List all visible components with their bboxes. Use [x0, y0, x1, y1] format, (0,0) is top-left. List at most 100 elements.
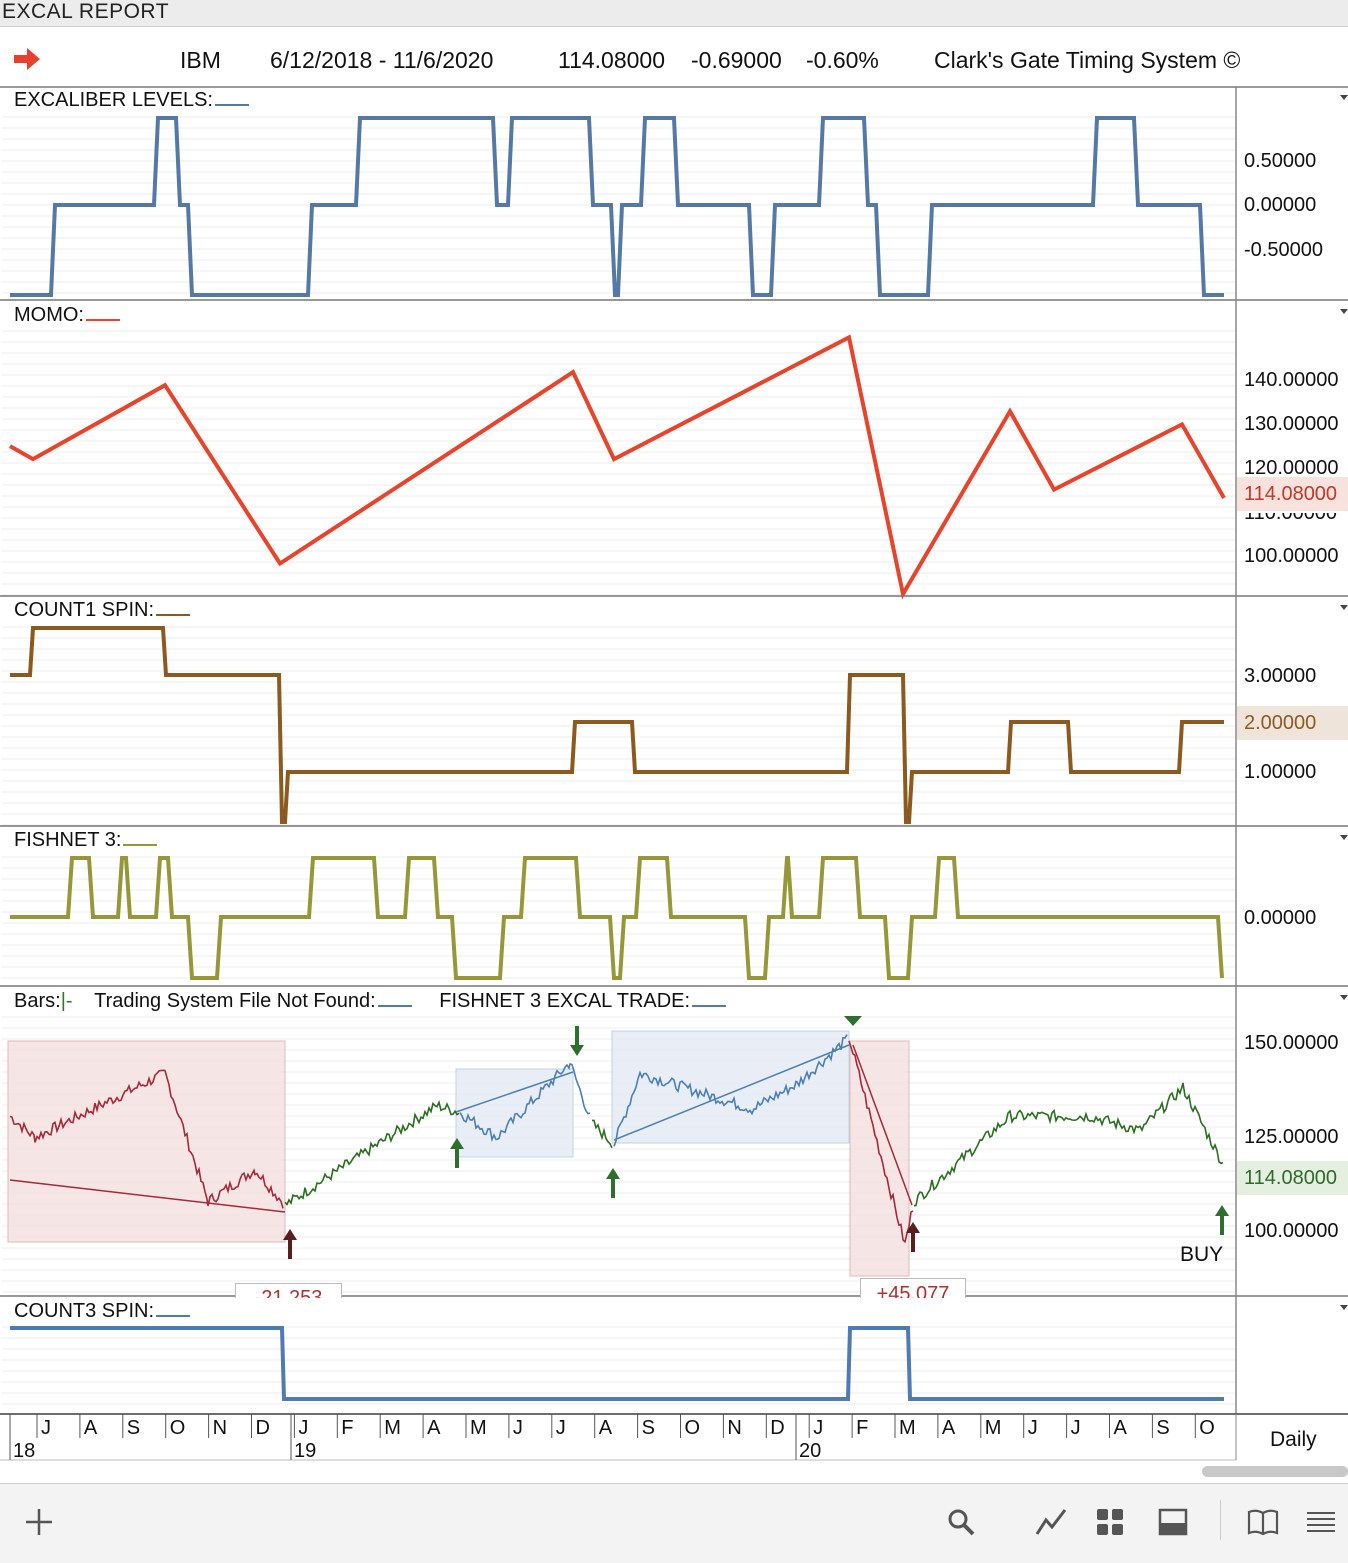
date-range: 6/12/2018 - 11/6/2020: [270, 47, 494, 73]
x-year-label: 18: [13, 1440, 36, 1462]
grid-icon[interactable]: [1093, 1505, 1127, 1539]
x-month-label: M: [384, 1417, 401, 1439]
x-month-label: J: [512, 1417, 523, 1439]
x-year-label: 19: [294, 1440, 317, 1462]
trade-line-short: [852, 1044, 913, 1206]
momo-series-line: [9, 334, 1226, 600]
x-month-label: A: [427, 1417, 441, 1439]
sell-marker-icon: [844, 1016, 862, 1026]
panel-layout-icon[interactable]: [1156, 1505, 1190, 1539]
sell-arrow-icon: [570, 1026, 584, 1056]
tick-label: 100.00000: [1244, 545, 1339, 567]
x-month-label: N: [727, 1417, 742, 1439]
tick-label: 3.00000: [1244, 665, 1317, 687]
line-chart-icon[interactable]: [1034, 1505, 1068, 1539]
x-month-label: F: [856, 1417, 869, 1439]
excal-series-line: [10, 116, 1224, 297]
tick-label: 1.00000: [1244, 761, 1317, 783]
x-month-label: O: [1199, 1417, 1215, 1439]
price-change-pct: -0.60%: [806, 47, 879, 73]
tick-label: -0.50000: [1244, 239, 1323, 261]
x-month-label: A: [83, 1417, 98, 1439]
x-month-label: F: [341, 1417, 354, 1439]
add-icon[interactable]: [22, 1505, 56, 1539]
window-title: EXCAL REPORT: [2, 0, 170, 23]
buy-arrow-icon: [906, 1222, 920, 1252]
x-month-label: A: [598, 1417, 613, 1439]
search-icon[interactable]: [944, 1505, 978, 1539]
window-titlebar: EXCAL REPORT: [0, 0, 1348, 27]
short-trade-zone: [849, 1040, 910, 1277]
toolbar: [0, 1483, 1348, 1563]
count1-series-line: [10, 626, 1224, 824]
period-label[interactable]: Daily: [1270, 1428, 1317, 1451]
tick-label: 0.00000: [1244, 907, 1317, 929]
trade-line-long: [455, 1071, 574, 1113]
right-arrow-icon[interactable]: [12, 46, 42, 72]
x-month-label: M: [470, 1417, 487, 1439]
fishnet-label: FISHNET 3:: [14, 828, 158, 852]
price-bars-short: [9, 1069, 284, 1209]
buy-arrow-icon: [1215, 1205, 1229, 1235]
tick-label: 125.00000: [1244, 1126, 1339, 1148]
x-month-label: J: [813, 1417, 824, 1439]
fishnet-series-line: [10, 856, 1224, 980]
x-month-label: A: [941, 1417, 956, 1439]
x-month-label: J: [298, 1417, 309, 1439]
buy-arrow-icon: [606, 1168, 620, 1198]
x-month-label: N: [212, 1417, 228, 1439]
buy-arrow-icon: [450, 1138, 464, 1168]
book-icon[interactable]: [1246, 1505, 1280, 1539]
count3-label: COUNT3 SPIN:: [14, 1299, 191, 1323]
price-change: -0.69000: [691, 47, 782, 73]
x-year-label: 20: [799, 1440, 822, 1462]
tick-label: 120.00000: [1244, 457, 1339, 479]
quote-header: IBM 6/12/2018 - 11/6/2020 114.08000 -0.6…: [0, 34, 1348, 88]
x-month-label: M: [984, 1417, 1002, 1439]
short-trade-zone: [7, 1040, 286, 1243]
trade-result-2: +45.077: [860, 1278, 966, 1298]
tick-label: 0.50000: [1244, 150, 1317, 172]
x-month-label: J: [1070, 1417, 1081, 1439]
trade-line-long: [613, 1044, 850, 1141]
panel-menu-icon: [1340, 309, 1348, 314]
panel-menu-icon: [1340, 605, 1348, 610]
bars-label: Bars:|- Trading System File Not Found: F…: [14, 989, 727, 1013]
menu-icon[interactable]: [1304, 1505, 1338, 1539]
indicator-lines: [9, 116, 1226, 1401]
momo-label: MOMO:: [14, 303, 120, 327]
panel-menu-icon: [1340, 835, 1348, 840]
chart-area[interactable]: [0, 0, 1348, 1483]
price-bars-long: [592, 1119, 613, 1149]
price-bars-short: [848, 1040, 914, 1244]
price-bars-long: [284, 1099, 460, 1206]
trade-line-short: [9, 1179, 286, 1213]
tick-label: 150.00000: [1244, 1032, 1339, 1054]
tick-label: 0.00000: [1244, 194, 1317, 216]
x-month-label: J: [41, 1417, 51, 1439]
system-name: Clark's Gate Timing System ©: [934, 47, 1241, 73]
panel-menu-icon: [1340, 95, 1348, 100]
excal-label: EXCALIBER LEVELS:: [14, 88, 249, 112]
price-bars-trade: [613, 1034, 848, 1147]
tick-label: 140.00000: [1244, 369, 1339, 391]
buy-arrow-icon: [283, 1229, 297, 1259]
tick-label: 130.00000: [1244, 413, 1339, 435]
tick-label: 100.00000: [1244, 1220, 1339, 1242]
x-month-label: S: [641, 1417, 655, 1439]
x-month-label: J: [555, 1417, 566, 1439]
x-month-label: A: [1113, 1417, 1127, 1439]
last-price: 114.08000: [558, 47, 666, 73]
symbol: IBM: [180, 47, 221, 73]
x-month-label: O: [169, 1417, 186, 1439]
panel-menu-icon: [1340, 995, 1348, 1000]
x-month-label: S: [1156, 1417, 1170, 1439]
trade-result-1: -21.253: [235, 1283, 342, 1298]
x-month-label: J: [1027, 1417, 1038, 1439]
horizontal-scrollbar[interactable]: [1202, 1466, 1348, 1477]
x-month-label: D: [255, 1417, 270, 1439]
long-trade-zone: [455, 1068, 574, 1158]
panel-menu-icon: [1340, 1305, 1348, 1310]
x-month-label: S: [126, 1417, 141, 1439]
count3-series-line: [10, 1326, 1224, 1401]
